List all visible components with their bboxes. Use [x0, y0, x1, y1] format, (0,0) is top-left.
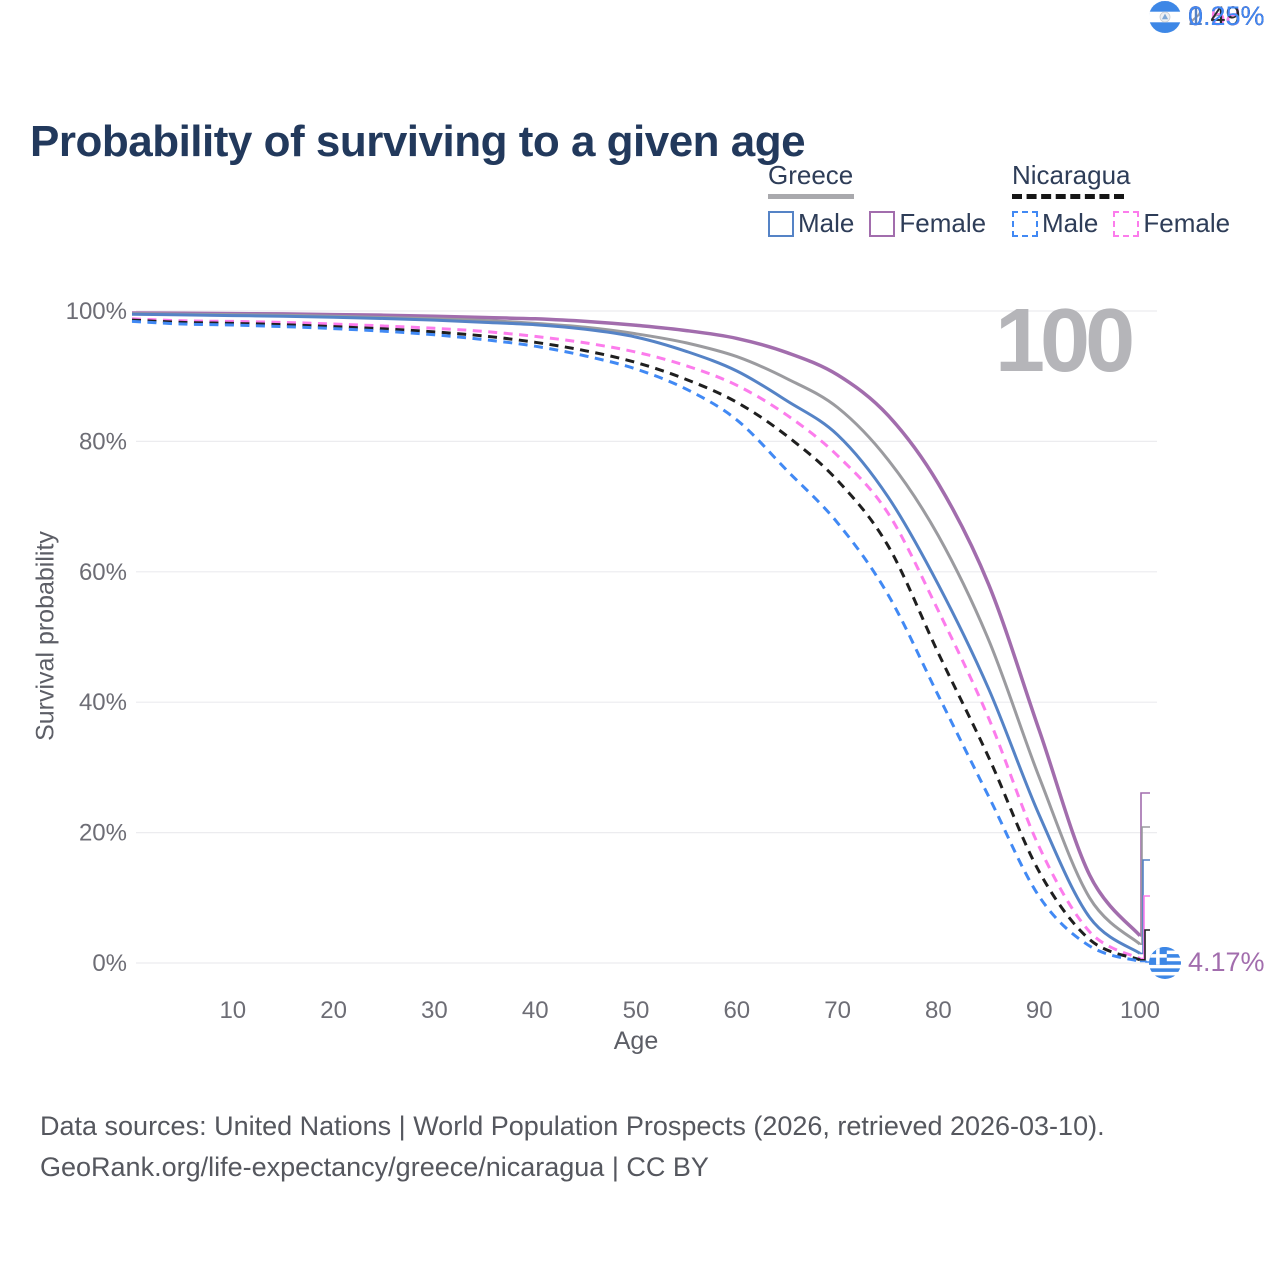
label-connector-nicaragua: [1140, 929, 1150, 961]
x-tick-label: 80: [925, 997, 952, 1024]
page-title: Probability of surviving to a given age: [30, 117, 806, 167]
x-tick-label: 100: [1120, 997, 1160, 1024]
greece-female-swatch: [869, 210, 896, 237]
label-connector-greece-male: [1140, 859, 1150, 955]
legend-group-label: Greece: [768, 160, 854, 190]
nicaragua-female-swatch: [1113, 210, 1140, 237]
greece-flag-icon: [1149, 946, 1181, 979]
legend-item-label: Male: [1042, 208, 1099, 238]
nicaragua-male-swatch: [1012, 210, 1038, 237]
attribution-line: GeoRank.org/life-expectancy/greece/nicar…: [40, 1152, 709, 1182]
y-tick-label: 40%: [79, 689, 127, 716]
x-tick-label: 60: [723, 997, 750, 1024]
y-axis-title: Survival probability: [31, 531, 60, 741]
curve-greece-male[interactable]: [131, 312, 1141, 955]
legend-item-nicaragua-male[interactable]: Male: [1012, 208, 1098, 239]
legend-item-greece-female[interactable]: Female: [869, 208, 986, 239]
label-connector-nicaragua-male: [1140, 960, 1150, 963]
y-tick-label: 100%: [66, 298, 127, 325]
end-label-nicaragua-male: 0.25%: [1149, 0, 1265, 33]
end-label-greece-female: 4.17%: [1149, 946, 1265, 979]
y-tick-label: 80%: [79, 428, 127, 455]
end-label-value: 0.49%: [1188, 1, 1265, 31]
hovered-age-indicator: 100: [995, 291, 1135, 391]
end-label-value: 2.88%: [1188, 1, 1265, 31]
data-source-footer: Data sources: United Nations | World Pop…: [40, 1106, 1105, 1188]
end-label-value: 0.25%: [1188, 1, 1265, 31]
label-connector-greece-female: [1140, 792, 1150, 937]
x-tick-label: 20: [320, 997, 347, 1024]
label-connector-greece: [1140, 826, 1150, 945]
y-tick-label: 20%: [79, 820, 127, 847]
legend-group-greece: Greece Male Female: [768, 160, 986, 239]
curve-nicaragua[interactable]: [131, 318, 1141, 962]
nicaragua-flag-icon: [1149, 0, 1181, 33]
end-label-value: 1.48%: [1188, 1, 1265, 31]
end-label-value: 4.17%: [1188, 947, 1265, 977]
x-tick-label: 30: [421, 997, 448, 1024]
legend-nicaragua-line-swatch: [1012, 194, 1124, 199]
x-tick-label: 40: [522, 997, 549, 1024]
x-axis-title: Age: [613, 1027, 659, 1055]
x-tick-label: 10: [219, 997, 246, 1024]
curve-greece-female[interactable]: [131, 311, 1142, 937]
label-connector-nicaragua-female: [1140, 895, 1150, 960]
x-tick-label: 90: [1026, 997, 1053, 1024]
legend-item-greece-male[interactable]: Male: [768, 208, 854, 239]
curve-greece[interactable]: [131, 312, 1142, 946]
x-tick-label: 70: [824, 997, 851, 1024]
legend-item-label: Male: [798, 208, 855, 238]
legend-group-label: Nicaragua: [1012, 160, 1131, 190]
data-source-line: Data sources: United Nations | World Pop…: [40, 1111, 1105, 1141]
y-tick-label: 0%: [92, 950, 127, 977]
x-tick-label: 50: [623, 997, 650, 1024]
legend-item-label: Female: [899, 208, 987, 238]
curve-nicaragua-male[interactable]: [131, 319, 1141, 963]
legend-item-label: Female: [1143, 208, 1231, 238]
greece-male-swatch: [768, 210, 794, 237]
legend-item-nicaragua-female[interactable]: Female: [1113, 208, 1230, 239]
y-tick-label: 60%: [79, 559, 127, 586]
legend-group-nicaragua: Nicaragua Male Female: [1012, 160, 1230, 239]
legend-greece-line-swatch: [768, 194, 854, 199]
end-label-value: 0.68%: [1188, 1, 1265, 31]
curve-nicaragua-female[interactable]: [131, 317, 1141, 960]
